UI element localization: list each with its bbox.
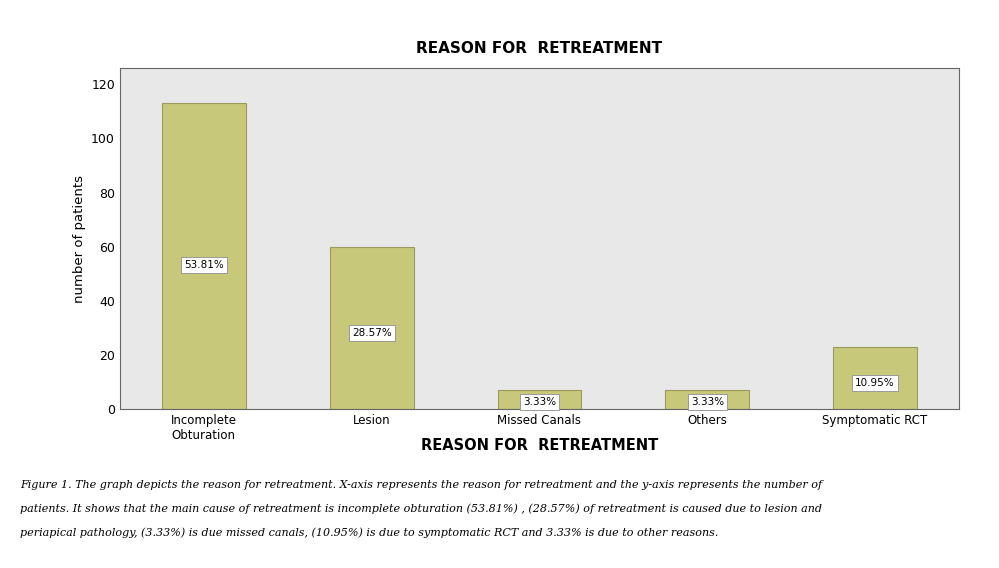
Y-axis label: number of patients: number of patients <box>73 174 86 303</box>
Text: periapical pathology, (3.33%) is due missed canals, (10.95%) is due to symptomat: periapical pathology, (3.33%) is due mis… <box>20 528 718 538</box>
Text: patients. It shows that the main cause of retreatment is incomplete obturation (: patients. It shows that the main cause o… <box>20 504 822 515</box>
Text: 3.33%: 3.33% <box>522 397 556 407</box>
Text: 3.33%: 3.33% <box>690 397 724 407</box>
Text: Figure 1. The graph depicts the reason for retreatment. X-axis represents the re: Figure 1. The graph depicts the reason f… <box>20 480 822 490</box>
Text: 53.81%: 53.81% <box>184 260 224 270</box>
Bar <box>162 103 246 409</box>
Text: 10.95%: 10.95% <box>855 378 895 388</box>
Bar <box>833 346 917 409</box>
Text: REASON FOR  RETREATMENT: REASON FOR RETREATMENT <box>417 41 662 56</box>
Text: 28.57%: 28.57% <box>352 328 392 338</box>
Bar <box>330 247 414 409</box>
Bar <box>498 390 581 409</box>
Text: REASON FOR  RETREATMENT: REASON FOR RETREATMENT <box>421 438 658 453</box>
Bar <box>665 390 749 409</box>
